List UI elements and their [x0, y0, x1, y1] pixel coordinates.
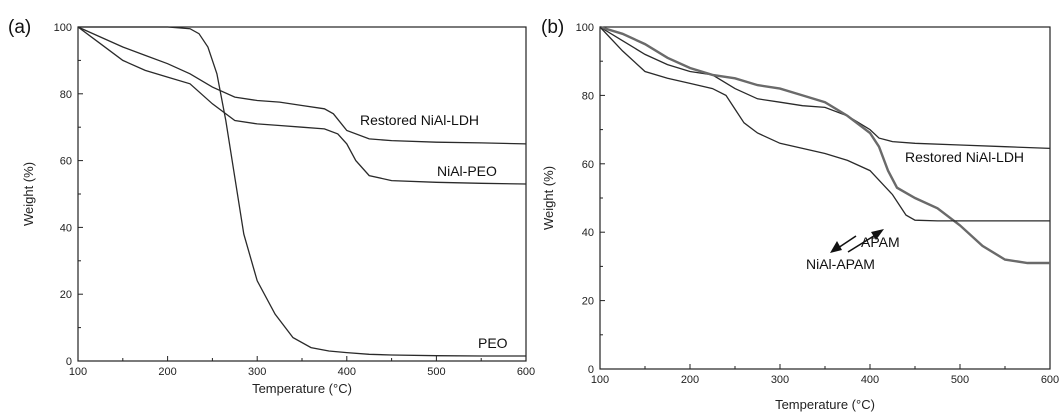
- x-tick-label: 500: [951, 374, 969, 386]
- y-tick-label: 100: [54, 22, 72, 34]
- arrowhead-apam: [830, 241, 842, 253]
- series-label-restored: Restored NiAl-LDH: [360, 112, 479, 128]
- x-tick-label: 400: [338, 366, 356, 378]
- x-tick-label: 100: [69, 366, 87, 378]
- y-ticks: 0 20 40 60 80 100: [576, 22, 605, 376]
- x-ticks: 100 200 300 400 500 600: [591, 364, 1059, 386]
- arrow-nial-apam: [847, 233, 878, 253]
- series-line-nial-apam: [599, 26, 1050, 222]
- x-tick-label: 300: [248, 366, 266, 378]
- y-ticks: 0 20 40 60 80 100: [54, 22, 83, 368]
- y-tick-label: 0: [588, 364, 594, 376]
- series-line-apam: [599, 25, 1050, 265]
- y-axis-title: Weight (%): [21, 162, 36, 226]
- x-tick-label: 600: [1041, 374, 1059, 386]
- series-label-apam: APAM: [861, 234, 900, 250]
- panel-a: (a) 100 200 300 400 500 600 0 20 40 60 80 100 Temp…: [8, 17, 535, 396]
- x-tick-label: 200: [158, 366, 176, 378]
- y-axis-title: Weight (%): [541, 166, 556, 230]
- series-line-nial-peo: [77, 26, 527, 185]
- y-tick-label: 20: [60, 289, 72, 301]
- x-tick-label: 300: [771, 374, 789, 386]
- arrowhead-nial-apam: [871, 229, 884, 240]
- y-tick-label: 80: [60, 89, 72, 101]
- y-tick-label: 40: [60, 222, 72, 234]
- y-tick-label: 60: [582, 159, 594, 171]
- series-lines: [77, 26, 527, 357]
- x-tick-label: 200: [681, 374, 699, 386]
- plot-frame: [77, 26, 527, 362]
- series-label-peo: PEO: [478, 335, 508, 351]
- x-tick-label: 500: [427, 366, 445, 378]
- series-label-nial-peo: NiAl-PEO: [437, 163, 497, 179]
- y-tick-label: 80: [582, 90, 594, 102]
- x-tick-label: 600: [517, 366, 535, 378]
- x-ticks: 100 200 300 400 500 600: [69, 356, 535, 378]
- y-tick-label: 20: [582, 296, 594, 308]
- series-label-restored: Restored NiAl-LDH: [905, 149, 1024, 165]
- y-tick-label: 100: [576, 22, 594, 34]
- series-line-restored-nial-ldh: [599, 26, 1051, 150]
- y-tick-label: 40: [582, 227, 594, 239]
- panel-b: (b) 100 200 300 400 500 600 0 20 40 60 80 100 Temp…: [541, 17, 1059, 412]
- y-tick-label: 60: [60, 156, 72, 168]
- x-tick-label: 100: [591, 374, 609, 386]
- series-line-peo: [78, 26, 526, 357]
- panel-label: (b): [541, 17, 564, 38]
- series-label-nial-apam: NiAl-APAM: [806, 256, 875, 272]
- y-tick-label: 0: [66, 356, 72, 368]
- series-lines: [599, 25, 1051, 265]
- x-tick-label: 400: [861, 374, 879, 386]
- series-line-restored-nial-ldh: [77, 26, 527, 145]
- x-axis-title: Temperature (°C): [252, 381, 352, 396]
- panel-label: (a): [8, 17, 31, 38]
- x-axis-title: Temperature (°C): [775, 397, 875, 412]
- arrow-apam: [837, 235, 857, 249]
